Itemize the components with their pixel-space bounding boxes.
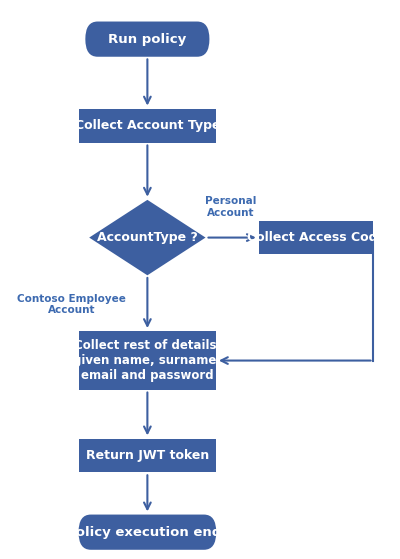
Text: Collect Access Code: Collect Access Code <box>246 231 386 244</box>
FancyBboxPatch shape <box>78 439 216 472</box>
Text: Contoso Employee
Account: Contoso Employee Account <box>17 294 126 315</box>
Text: Policy execution ends: Policy execution ends <box>66 525 229 539</box>
Text: AccountType ?: AccountType ? <box>97 231 198 244</box>
Text: Return JWT token: Return JWT token <box>86 449 209 462</box>
Text: Personal
Account: Personal Account <box>205 196 256 218</box>
Text: Run policy: Run policy <box>108 32 186 46</box>
FancyBboxPatch shape <box>85 21 210 56</box>
FancyBboxPatch shape <box>259 221 373 254</box>
Polygon shape <box>89 200 206 276</box>
FancyBboxPatch shape <box>78 331 216 390</box>
Text: Collect Account Type: Collect Account Type <box>75 119 220 132</box>
Text: Collect rest of details:
given name, surname,
email and password: Collect rest of details: given name, sur… <box>73 339 221 382</box>
FancyBboxPatch shape <box>78 109 216 143</box>
FancyBboxPatch shape <box>78 514 216 550</box>
